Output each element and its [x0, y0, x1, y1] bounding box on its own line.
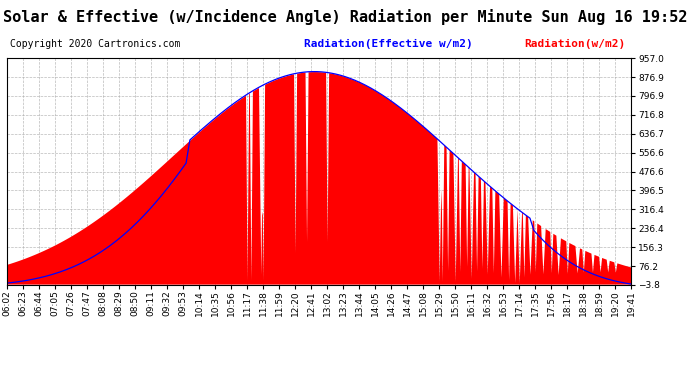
Text: Copyright 2020 Cartronics.com: Copyright 2020 Cartronics.com [10, 39, 181, 50]
Text: Radiation(w/m2): Radiation(w/m2) [524, 39, 626, 50]
Text: Solar & Effective (w/Incidence Angle) Radiation per Minute Sun Aug 16 19:52: Solar & Effective (w/Incidence Angle) Ra… [3, 9, 687, 26]
Text: Radiation(Effective w/m2): Radiation(Effective w/m2) [304, 39, 473, 50]
